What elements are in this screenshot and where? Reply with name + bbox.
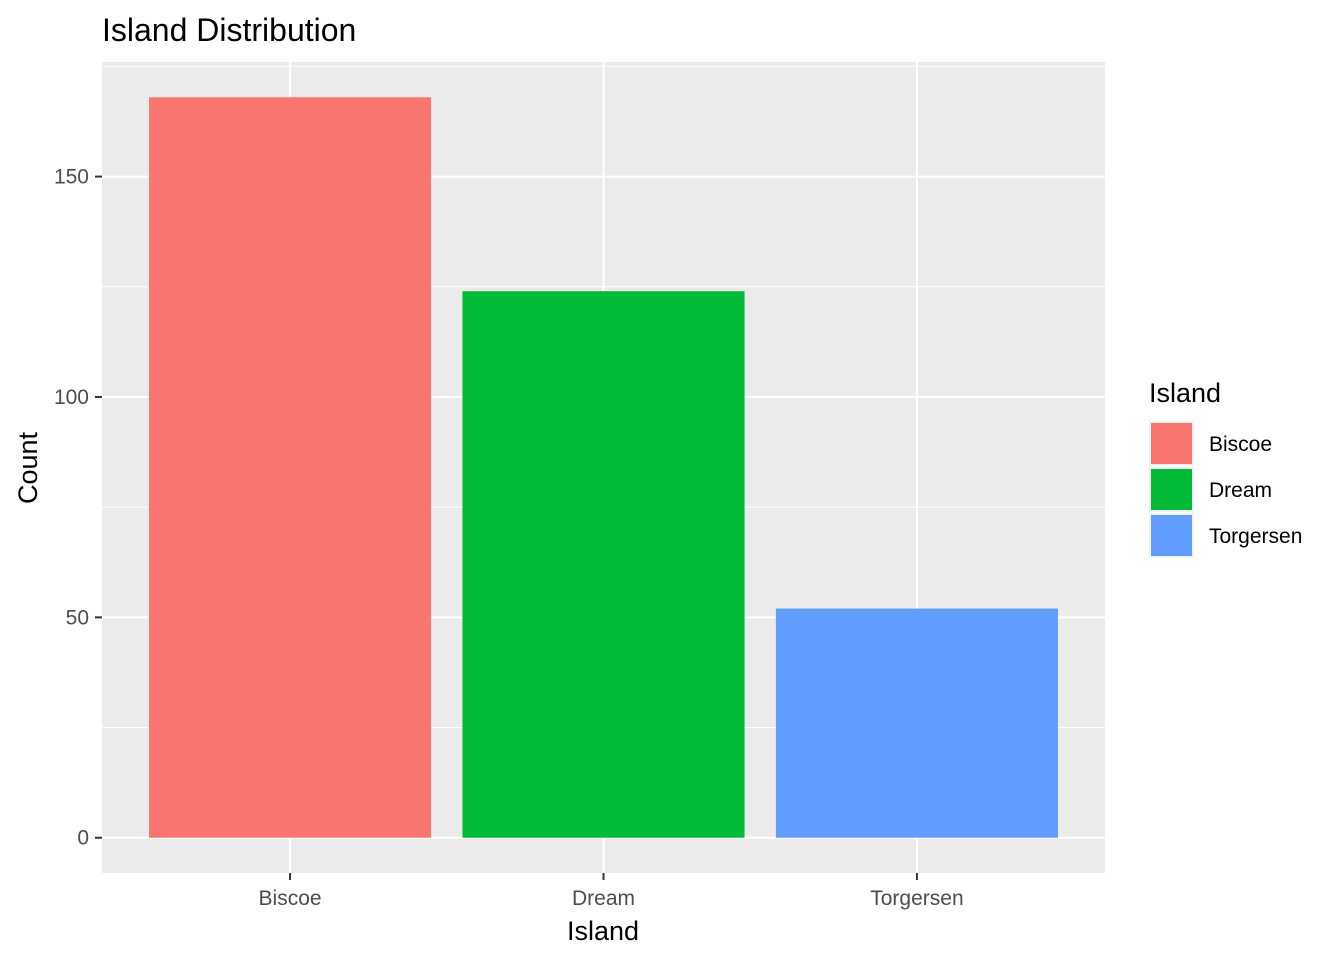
x-axis-title: Island	[567, 916, 639, 946]
legend-label: Dream	[1209, 479, 1272, 502]
bar-dream	[462, 291, 745, 838]
y-tick-label: 100	[54, 386, 89, 409]
x-axis: Biscoe Dream Torgersen	[259, 873, 964, 910]
y-tick-label: 0	[77, 827, 89, 850]
legend-title: Island	[1149, 378, 1221, 408]
bars	[149, 97, 1058, 838]
legend-label: Torgersen	[1209, 525, 1302, 548]
x-tick-label: Dream	[572, 887, 635, 910]
x-tick-label: Biscoe	[259, 887, 322, 910]
y-tick-label: 50	[66, 606, 89, 629]
x-tick-label: Torgersen	[870, 887, 963, 910]
chart-title: Island Distribution	[102, 12, 356, 48]
bar-torgersen	[775, 608, 1058, 838]
y-axis-title: Count	[13, 431, 43, 504]
legend-swatch	[1151, 515, 1192, 556]
y-axis: 0 50 100 150	[54, 166, 102, 850]
legend-swatch	[1151, 469, 1192, 510]
legend: Island Biscoe Dream Torgersen	[1149, 378, 1302, 558]
y-tick-label: 150	[54, 166, 89, 189]
bar-biscoe	[149, 97, 432, 838]
legend-label: Biscoe	[1209, 433, 1272, 456]
legend-swatch	[1151, 423, 1192, 464]
